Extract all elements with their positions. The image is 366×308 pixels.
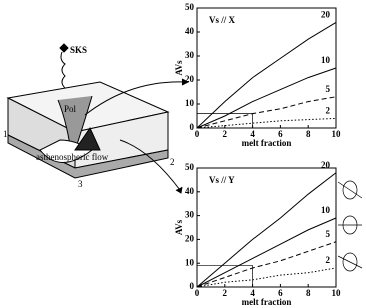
x-tick-label: 8	[306, 288, 311, 298]
x-tick-label: 2	[223, 288, 228, 298]
block-diagram	[6, 43, 363, 272]
series-line	[196, 267, 337, 288]
series-line	[196, 217, 337, 288]
series-label: 10	[321, 205, 331, 215]
x-tick-label: 10	[332, 288, 342, 298]
x-tick-label: 4	[250, 288, 255, 298]
plot-frame	[196, 167, 337, 288]
series-line	[196, 67, 337, 129]
corner-label: 1	[3, 129, 8, 139]
series-line	[196, 241, 337, 288]
y-tick-label: 30	[185, 50, 195, 60]
x-axis-label: melt fraction	[242, 138, 292, 148]
corner-label: 3	[78, 179, 83, 189]
flow-label: asthenospheric flow	[36, 152, 109, 162]
series-label: 20	[321, 9, 331, 19]
y-tick-label: 40	[185, 26, 195, 36]
y-tick-label: 10	[185, 98, 195, 108]
corner-label: 2	[170, 157, 175, 167]
wave-label: SKS	[70, 45, 87, 55]
y-tick-label: 40	[185, 186, 195, 196]
y-axis-label: AVs	[174, 60, 184, 76]
x-tick-label: 8	[306, 129, 311, 139]
series-label: 5	[326, 229, 331, 239]
x-axis-label: melt fraction	[242, 297, 292, 307]
y-tick-label: 20	[185, 74, 195, 84]
x-tick-label: 6	[278, 288, 283, 298]
series-line	[196, 21, 337, 129]
y-tick-label: 50	[185, 2, 195, 12]
y-tick-label: 30	[185, 210, 195, 220]
y-tick-label: 50	[185, 162, 195, 172]
y-tick-label: 20	[185, 233, 195, 243]
chart-title: Vs // Y	[209, 175, 235, 185]
series-label: 5	[326, 84, 331, 94]
x-tick-label: 2	[223, 129, 228, 139]
series-label: 2	[326, 255, 331, 265]
x-tick-label: 0	[195, 129, 200, 139]
series-line	[196, 96, 337, 129]
pole-label: Pol	[64, 104, 77, 114]
series-label: 2	[326, 105, 331, 115]
chart-title: Vs // X	[209, 15, 236, 25]
x-tick-label: 0	[195, 288, 200, 298]
series-line	[196, 172, 337, 288]
series-line	[196, 117, 337, 129]
x-tick-label: 6	[278, 129, 283, 139]
x-tick-label: 4	[250, 129, 255, 139]
series-label: 20	[321, 160, 331, 170]
y-axis-label: AVs	[174, 219, 184, 235]
y-tick-label: 0	[190, 281, 195, 291]
series-label: 10	[321, 55, 331, 65]
x-tick-label: 10	[332, 129, 342, 139]
y-tick-label: 10	[185, 257, 195, 267]
y-tick-label: 0	[190, 122, 195, 132]
